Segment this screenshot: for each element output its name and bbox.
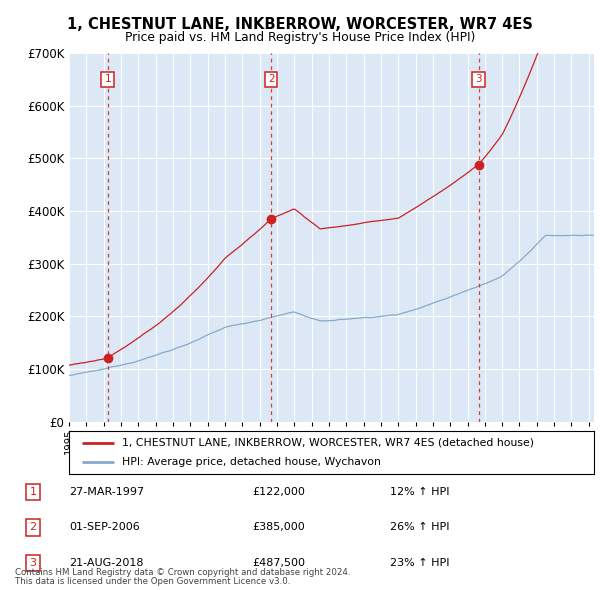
Text: 1, CHESTNUT LANE, INKBERROW, WORCESTER, WR7 4ES (detached house): 1, CHESTNUT LANE, INKBERROW, WORCESTER, … — [121, 438, 533, 448]
Text: £487,500: £487,500 — [252, 558, 305, 568]
Text: 2: 2 — [268, 74, 275, 84]
Text: 23% ↑ HPI: 23% ↑ HPI — [390, 558, 449, 568]
Text: 21-AUG-2018: 21-AUG-2018 — [69, 558, 143, 568]
Text: This data is licensed under the Open Government Licence v3.0.: This data is licensed under the Open Gov… — [15, 577, 290, 586]
Text: 27-MAR-1997: 27-MAR-1997 — [69, 487, 144, 497]
Text: 26% ↑ HPI: 26% ↑ HPI — [390, 523, 449, 532]
Text: 1: 1 — [104, 74, 111, 84]
Text: 3: 3 — [29, 558, 37, 568]
Text: 3: 3 — [475, 74, 482, 84]
Text: £122,000: £122,000 — [252, 487, 305, 497]
Text: 2: 2 — [29, 523, 37, 532]
Text: 1, CHESTNUT LANE, INKBERROW, WORCESTER, WR7 4ES: 1, CHESTNUT LANE, INKBERROW, WORCESTER, … — [67, 17, 533, 31]
Text: 1: 1 — [29, 487, 37, 497]
Text: Contains HM Land Registry data © Crown copyright and database right 2024.: Contains HM Land Registry data © Crown c… — [15, 568, 350, 577]
Text: 01-SEP-2006: 01-SEP-2006 — [69, 523, 140, 532]
Text: HPI: Average price, detached house, Wychavon: HPI: Average price, detached house, Wych… — [121, 457, 380, 467]
Text: Price paid vs. HM Land Registry's House Price Index (HPI): Price paid vs. HM Land Registry's House … — [125, 31, 475, 44]
Text: 12% ↑ HPI: 12% ↑ HPI — [390, 487, 449, 497]
Text: £385,000: £385,000 — [252, 523, 305, 532]
